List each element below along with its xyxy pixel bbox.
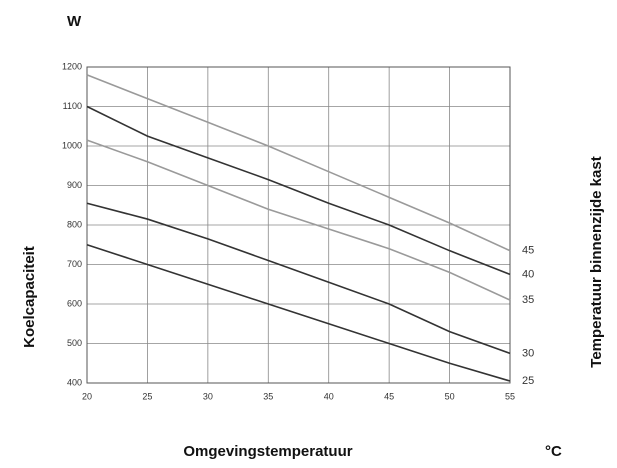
legend-title: Temperatuur binnenzijde kast	[588, 156, 605, 367]
y-tick-label: 600	[67, 298, 82, 308]
series-label: 35	[522, 294, 534, 306]
x-tick-label: 25	[142, 391, 152, 401]
x-tick-label: 30	[203, 391, 213, 401]
series-label: 40	[522, 268, 534, 280]
x-tick-label: 40	[324, 391, 334, 401]
y-unit: W	[67, 13, 82, 30]
series-line	[86, 139, 511, 301]
y-tick-label: 800	[67, 219, 82, 229]
x-tick-label: 20	[82, 391, 92, 401]
series-line	[86, 243, 511, 382]
x-tick-label: 45	[384, 391, 394, 401]
y-tick-label: 700	[67, 259, 82, 269]
y-tick-label: 900	[67, 180, 82, 190]
y-tick-label: 1100	[63, 101, 82, 111]
series-label: 30	[522, 347, 534, 359]
y-axis-label: Koelcapaciteit	[21, 246, 38, 348]
series-line	[86, 202, 511, 355]
series-label: 45	[522, 245, 534, 257]
y-tick-label: 1200	[62, 61, 82, 71]
series-label: 25	[522, 375, 534, 387]
x-tick-label: 50	[445, 391, 455, 401]
plot-frame	[86, 66, 511, 384]
x-tick-label: 35	[263, 391, 273, 401]
y-tick-label: 400	[67, 377, 82, 387]
series-line	[86, 74, 511, 252]
y-tick-label: 1000	[62, 140, 82, 150]
y-tick-label: 500	[67, 338, 82, 348]
series-line	[86, 105, 511, 276]
x-unit: °C	[545, 443, 562, 460]
x-axis-label: Omgevingstemperatuur	[183, 443, 352, 460]
x-tick-label: 55	[505, 391, 515, 401]
